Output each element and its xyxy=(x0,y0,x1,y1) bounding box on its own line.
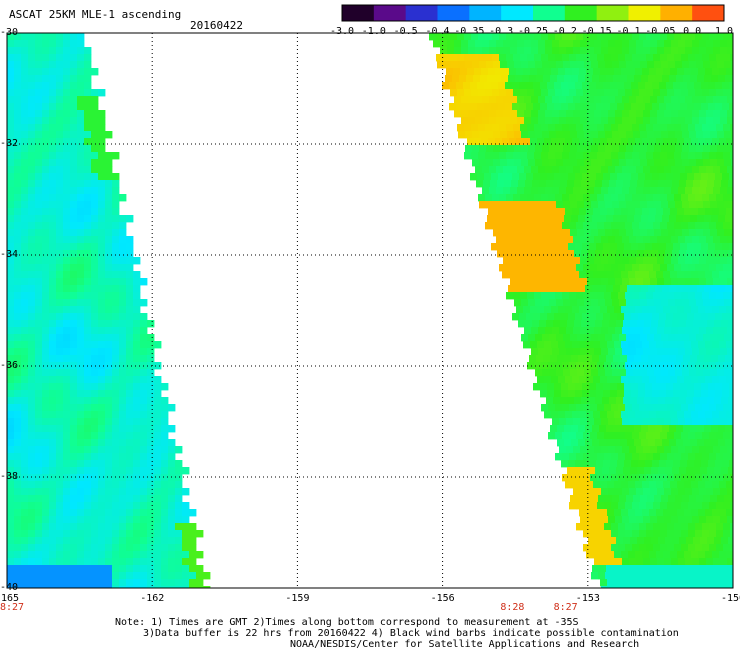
y-tick-label: -40 xyxy=(0,582,19,593)
colorbar-swatch xyxy=(373,5,407,21)
colorbar-tick-label: 0.0 xyxy=(683,26,702,37)
colorbar-swatch xyxy=(437,5,470,21)
colorbar-tick-label: -0.05 xyxy=(645,26,676,37)
note-line-2: 3)Data buffer is 22 hrs from 20160422 4)… xyxy=(143,628,679,639)
time-label: 8:27 xyxy=(0,602,25,613)
note-line-3: NOAA/NESDIS/Center for Satellite Applica… xyxy=(290,639,640,650)
colorbar-swatch xyxy=(342,5,375,21)
date-label: 20160422 xyxy=(190,19,243,32)
colorbar-swatch xyxy=(660,5,693,21)
colorbar-swatch xyxy=(564,5,598,21)
x-tick-label: -165 xyxy=(0,593,20,604)
y-tick-label: -34 xyxy=(0,249,19,260)
colorbar-tick-label: -0.4 xyxy=(425,26,450,37)
note-line-1: Note: 1) Times are GMT 2)Times along bot… xyxy=(115,617,579,628)
colorbar-swatch xyxy=(628,5,661,21)
x-tick-label: -153 xyxy=(575,593,600,604)
colorbar-tick-label: -0.2 xyxy=(552,26,577,37)
x-tick-label: -156 xyxy=(430,593,455,604)
time-label: 8:28 xyxy=(500,602,525,613)
y-tick-label: -38 xyxy=(0,471,19,482)
colorbar-tick-label: -0.35 xyxy=(454,26,485,37)
y-tick-label: -32 xyxy=(0,138,19,149)
colorbar-tick-label: -0.3 xyxy=(489,26,514,37)
colorbar-tick-label: -0.25 xyxy=(517,26,549,37)
x-tick-label: -159 xyxy=(285,593,310,604)
colorbar-tick-label: 1.0 xyxy=(714,26,734,37)
colorbar-tick-label: -3.0 xyxy=(329,26,355,37)
y-tick-label: -36 xyxy=(0,360,19,371)
colorbar-tick-label: -0.15 xyxy=(581,26,612,37)
colorbar-swatch xyxy=(469,5,502,21)
map-frame xyxy=(6,32,734,589)
y-tick-label: -30 xyxy=(0,27,19,38)
wind-map xyxy=(6,32,734,589)
colorbar-swatch xyxy=(692,5,725,21)
title: ASCAT 25KM MLE-1 ascending xyxy=(9,8,182,21)
colorbar-swatch xyxy=(501,5,534,21)
colorbar-swatch xyxy=(596,5,629,21)
colorbar-swatches xyxy=(341,4,725,22)
colorbar-tick-label: -0.5 xyxy=(393,26,418,37)
time-label: 8:27 xyxy=(553,602,578,613)
colorbar-tick-label: -0.1 xyxy=(616,26,641,37)
x-tick-label: -162 xyxy=(140,593,165,604)
colorbar-swatch xyxy=(405,5,438,21)
x-tick-label: -150 xyxy=(721,593,740,604)
colorbar-swatch xyxy=(533,5,566,21)
colorbar-tick-label: -1.0 xyxy=(361,26,386,37)
